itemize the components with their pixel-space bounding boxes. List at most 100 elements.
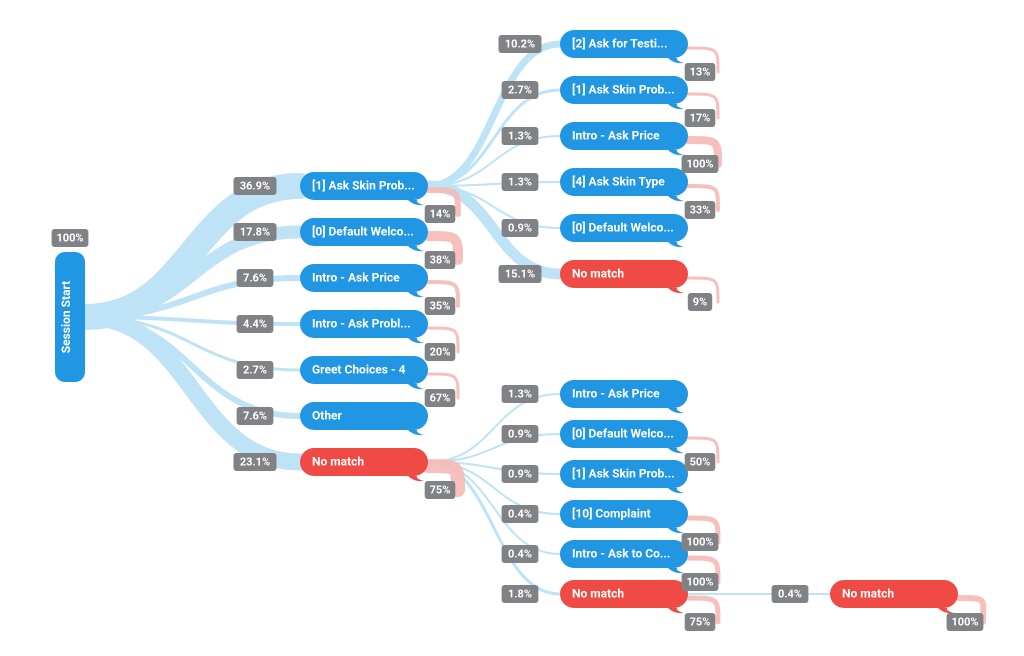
flow-node-label: Other xyxy=(312,409,343,423)
pct-out-badge: 50% xyxy=(685,453,716,471)
flow-node-label: [2] Ask for Testi... xyxy=(572,36,667,51)
flow-node-label: [0] Default Welco... xyxy=(572,220,674,235)
svg-text:36.9%: 36.9% xyxy=(240,179,270,192)
flow-node[interactable]: Intro - Ask to Co... xyxy=(560,540,688,573)
flow-node[interactable]: [1] Ask Skin Prob... xyxy=(560,76,688,109)
pct-in-badge: 0.9% xyxy=(502,465,539,483)
flow-node[interactable]: [0] Default Welco... xyxy=(560,214,688,247)
pct-in-badge: 2.7% xyxy=(502,81,539,99)
svg-text:7.6%: 7.6% xyxy=(243,409,267,422)
svg-text:2.7%: 2.7% xyxy=(508,83,532,96)
flow-node[interactable]: [2] Ask for Testi... xyxy=(560,30,688,63)
svg-text:9%: 9% xyxy=(693,295,707,308)
pct-out-badge: 75% xyxy=(425,481,456,499)
svg-text:100%: 100% xyxy=(686,535,713,548)
flow-link xyxy=(428,434,560,462)
svg-text:75%: 75% xyxy=(690,615,711,628)
flow-node[interactable]: Intro - Ask Price xyxy=(300,264,428,297)
badges-layer: 100% 36.9% 14% 17.8% 38% 7.6% 35% 4.4% 20% 2.7% 67… xyxy=(52,35,984,631)
flow-node[interactable]: No match xyxy=(830,580,958,613)
svg-text:1.3%: 1.3% xyxy=(508,129,532,142)
flow-node[interactable]: Intro - Ask Price xyxy=(560,122,688,155)
svg-text:15.1%: 15.1% xyxy=(505,267,535,280)
pct-in-badge: 10.2% xyxy=(499,35,542,53)
svg-text:1.8%: 1.8% xyxy=(508,587,532,600)
pct-out-badge: 100% xyxy=(682,155,719,173)
flow-node-label: [0] Default Welco... xyxy=(312,224,414,239)
pct-out-badge: 35% xyxy=(425,297,456,315)
flow-node[interactable]: [4] Ask Skin Type xyxy=(560,168,688,201)
session-start-node[interactable]: Session Start xyxy=(55,252,85,382)
pct-in-badge: 2.7% xyxy=(237,361,274,379)
flow-node-label: Greet Choices - 4 xyxy=(312,363,406,377)
svg-text:14%: 14% xyxy=(430,207,451,220)
flow-node[interactable]: Intro - Ask Probl... xyxy=(300,310,428,343)
flow-node[interactable]: [1] Ask Skin Prob... xyxy=(300,172,428,205)
svg-text:0.9%: 0.9% xyxy=(508,467,532,480)
flow-node-label: [1] Ask Skin Prob... xyxy=(572,82,675,97)
pct-in-badge: 4.4% xyxy=(237,315,274,333)
svg-text:4.4%: 4.4% xyxy=(243,317,267,330)
flow-node[interactable]: No match xyxy=(300,448,428,481)
svg-text:2.7%: 2.7% xyxy=(243,363,267,376)
flow-node[interactable]: Intro - Ask Price xyxy=(560,380,688,413)
pct-in-badge: 1.3% xyxy=(502,127,539,145)
pct-out-badge: 100% xyxy=(682,533,719,551)
pct-in-badge: 7.6% xyxy=(237,269,274,287)
flow-link xyxy=(428,44,560,186)
pct-in-badge: 1.3% xyxy=(502,385,539,403)
svg-text:17.8%: 17.8% xyxy=(240,225,270,238)
pct-in-badge: 23.1% xyxy=(234,453,277,471)
svg-text:17%: 17% xyxy=(690,111,711,124)
flow-node-label: Intro - Ask to Co... xyxy=(572,547,670,561)
flow-node-label: [4] Ask Skin Type xyxy=(572,174,665,189)
svg-text:0.4%: 0.4% xyxy=(508,507,532,520)
flow-node-label: No match xyxy=(572,587,624,601)
pct-in-badge: 15.1% xyxy=(499,265,542,283)
flow-link xyxy=(85,317,300,462)
pct-out-badge: 75% xyxy=(685,613,716,631)
flow-node-label: [10] Complaint xyxy=(572,506,651,521)
svg-text:100%: 100% xyxy=(56,231,83,244)
svg-text:0.9%: 0.9% xyxy=(508,221,532,234)
pct-out-badge: 100% xyxy=(682,573,719,591)
svg-text:0.4%: 0.4% xyxy=(508,547,532,560)
flow-node[interactable]: No match xyxy=(560,260,688,293)
flow-node[interactable]: Other xyxy=(300,402,428,435)
svg-text:7.6%: 7.6% xyxy=(243,271,267,284)
flow-node-label: No match xyxy=(312,455,364,469)
pct-out-badge: 67% xyxy=(425,389,456,407)
svg-text:13%: 13% xyxy=(690,65,711,78)
svg-text:20%: 20% xyxy=(430,345,451,358)
svg-text:100%: 100% xyxy=(686,157,713,170)
pct-in-badge: 1.3% xyxy=(502,173,539,191)
svg-text:38%: 38% xyxy=(430,253,451,266)
pct-in-badge: 0.4% xyxy=(502,505,539,523)
flow-node[interactable]: No match xyxy=(560,580,688,613)
flow-node-label: No match xyxy=(842,587,894,601)
svg-text:75%: 75% xyxy=(430,483,451,496)
flow-node[interactable]: [0] Default Welco... xyxy=(560,420,688,453)
pct-out-badge: 38% xyxy=(425,251,456,269)
pct-out-badge: 9% xyxy=(688,293,712,311)
flow-node[interactable]: [1] Ask Skin Prob... xyxy=(560,460,688,493)
flow-node-label: No match xyxy=(572,267,624,281)
svg-text:33%: 33% xyxy=(690,203,711,216)
session-start-label: Session Start xyxy=(59,281,73,353)
svg-text:100%: 100% xyxy=(686,575,713,588)
svg-text:0.9%: 0.9% xyxy=(508,427,532,440)
svg-text:35%: 35% xyxy=(430,299,451,312)
flow-node-label: [1] Ask Skin Prob... xyxy=(572,466,675,481)
flow-node[interactable]: Greet Choices - 4 xyxy=(300,356,428,389)
flow-node-label: Intro - Ask Price xyxy=(572,129,660,143)
pct-in-badge: 7.6% xyxy=(237,407,274,425)
pct-in-badge: 0.4% xyxy=(772,585,809,603)
svg-text:67%: 67% xyxy=(430,391,451,404)
flow-node[interactable]: [0] Default Welco... xyxy=(300,218,428,251)
pct-in-badge: 17.8% xyxy=(234,223,277,241)
svg-text:50%: 50% xyxy=(690,455,711,468)
pct-in-badge: 0.4% xyxy=(502,545,539,563)
flow-node[interactable]: [10] Complaint xyxy=(560,500,688,533)
pct-in-badge: 36.9% xyxy=(234,177,277,195)
flow-node-label: [0] Default Welco... xyxy=(572,426,674,441)
